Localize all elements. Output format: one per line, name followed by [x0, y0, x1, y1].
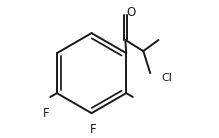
Text: F: F	[42, 107, 49, 120]
Text: O: O	[126, 6, 136, 19]
Text: F: F	[90, 123, 97, 136]
Text: Cl: Cl	[161, 73, 172, 83]
